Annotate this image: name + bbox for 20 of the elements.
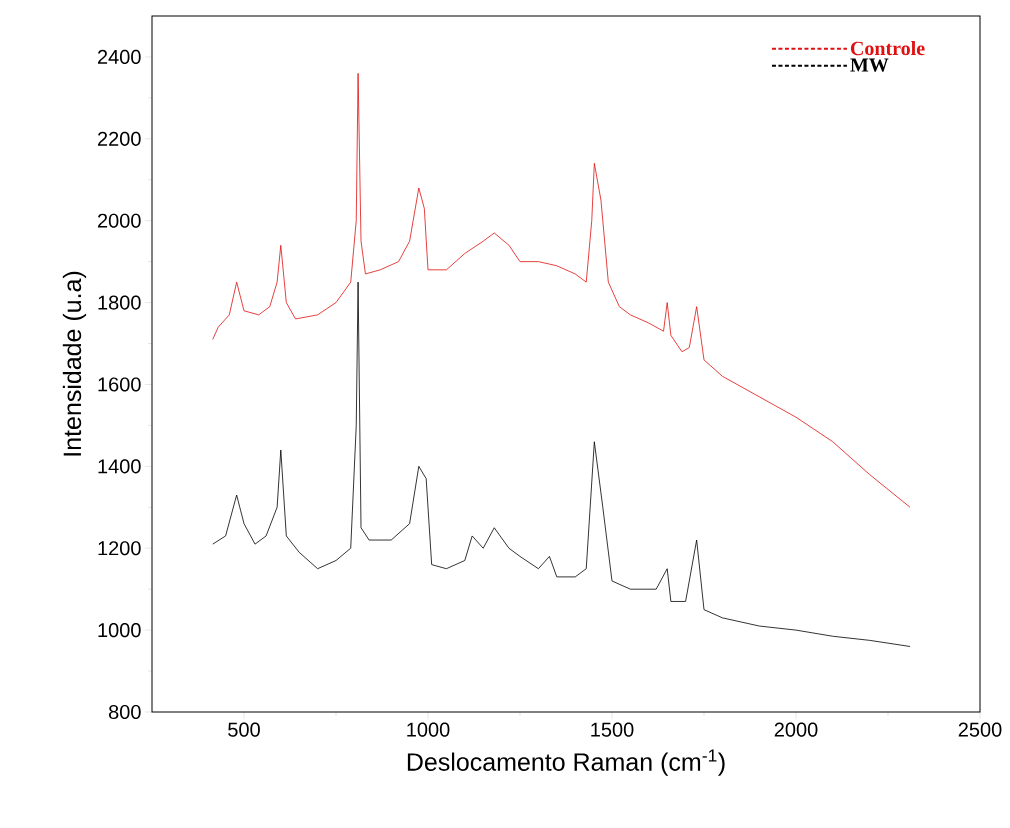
- line-series: [212, 72, 911, 508]
- x-tick-label: 500: [228, 722, 260, 737]
- y-tick-label: 2200: [97, 131, 141, 146]
- y-tick-label: 1400: [98, 459, 141, 474]
- y-tick-label: 2400: [97, 49, 141, 65]
- y-tick-label: 1200: [98, 541, 141, 556]
- legend-label: Controle: [850, 41, 925, 56]
- y-axis-title: Intensidade (u.a): [62, 271, 87, 456]
- y-tick-label: 1600: [98, 377, 141, 392]
- x-tick-label: 2500: [958, 722, 1002, 737]
- y-tick-label: 2000: [97, 213, 141, 228]
- line-series: [212, 281, 911, 647]
- x-tick-label: 1500: [591, 722, 634, 737]
- y-tick-label: 1000: [98, 623, 141, 638]
- x-tick-label: 2000: [774, 722, 818, 737]
- y-tick-label: 800: [108, 704, 141, 720]
- x-axis-title: Deslocamento Raman (cm$^{-1}$): [407, 749, 725, 776]
- y-tick-label: 1800: [98, 295, 141, 310]
- x-tick-label: 1000: [407, 722, 450, 737]
- legend-label: MW: [850, 58, 889, 72]
